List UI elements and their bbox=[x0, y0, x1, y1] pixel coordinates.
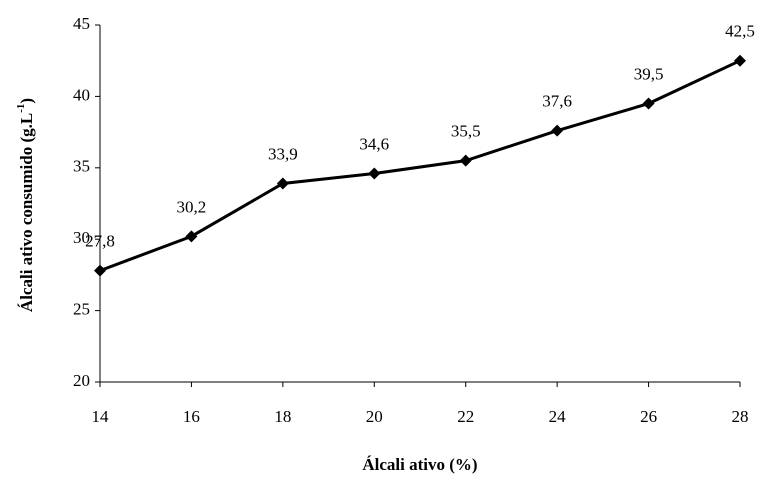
data-label: 33,9 bbox=[268, 144, 298, 163]
line bbox=[99, 59, 741, 273]
y-axis-label-superscript: -1 bbox=[15, 104, 27, 113]
marker bbox=[276, 177, 289, 190]
data-label: 37,6 bbox=[542, 92, 572, 111]
x-tick-label: 14 bbox=[92, 407, 110, 426]
x-tick-label: 26 bbox=[640, 407, 657, 426]
y-axis-label-text: Álcali ativo consumido (g.L bbox=[17, 113, 36, 312]
y-tick-label: 40 bbox=[73, 85, 90, 104]
data-label: 39,5 bbox=[634, 64, 664, 83]
data-label: 35,5 bbox=[451, 122, 481, 141]
y-tick-label: 35 bbox=[73, 157, 90, 176]
y-tick-label: 20 bbox=[73, 371, 90, 390]
marker bbox=[734, 54, 746, 67]
x-tick-label: 22 bbox=[457, 407, 474, 426]
data-label: 34,6 bbox=[359, 134, 389, 153]
y-tick-label: 45 bbox=[73, 14, 90, 33]
x-tick-label: 24 bbox=[549, 407, 567, 426]
data-label: 27,8 bbox=[85, 232, 115, 251]
marker bbox=[551, 124, 564, 137]
y-tick-label: 30 bbox=[73, 228, 90, 247]
y-axis-label-suffix: ) bbox=[17, 98, 36, 104]
data-label: 42,5 bbox=[725, 22, 755, 41]
marker bbox=[642, 97, 655, 110]
y-axis-label: Álcali ativo consumido (g.L-1) bbox=[15, 98, 36, 312]
y-tick-label: 25 bbox=[73, 300, 90, 319]
marker bbox=[368, 167, 381, 180]
x-tick-label: 20 bbox=[366, 407, 383, 426]
data-label: 30,2 bbox=[177, 197, 207, 216]
x-tick-label: 28 bbox=[732, 407, 749, 426]
x-tick-label: 18 bbox=[274, 407, 291, 426]
marker bbox=[94, 264, 106, 277]
marker bbox=[185, 230, 198, 243]
x-axis-label: Álcali ativo (%) bbox=[362, 455, 477, 474]
x-tick-label: 16 bbox=[183, 407, 200, 426]
marker bbox=[459, 154, 472, 167]
